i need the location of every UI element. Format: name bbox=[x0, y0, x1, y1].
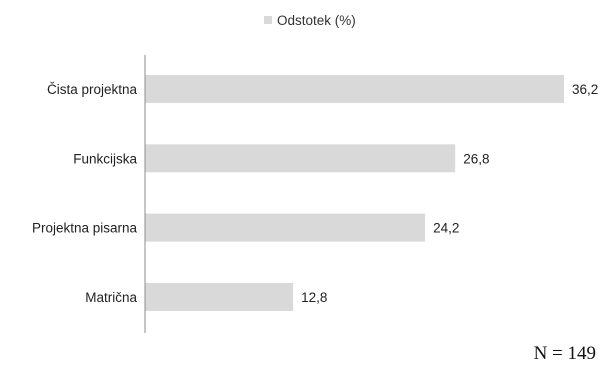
sample-size-note: N = 149 bbox=[533, 343, 596, 364]
category-label: Čista projektna bbox=[47, 82, 138, 97]
bar bbox=[145, 75, 564, 103]
value-label: 24,2 bbox=[433, 221, 459, 236]
bar bbox=[145, 282, 294, 311]
legend-swatch bbox=[264, 16, 272, 24]
category-label: Funkcijska bbox=[73, 151, 137, 166]
category-label: Matrična bbox=[85, 290, 137, 305]
value-label: 12,8 bbox=[301, 290, 327, 305]
bars-group: Čista projektna 36,2 Funkcijska 26,8 Projekt… bbox=[32, 75, 598, 311]
legend: Odstotek (%) bbox=[264, 13, 356, 28]
category-label: Projektna pisarna bbox=[32, 221, 138, 236]
legend-label: Odstotek (%) bbox=[277, 13, 356, 28]
bar bbox=[145, 213, 426, 242]
value-label: 36,2 bbox=[572, 82, 598, 97]
value-label: 26,8 bbox=[463, 151, 489, 166]
bar bbox=[145, 144, 456, 173]
